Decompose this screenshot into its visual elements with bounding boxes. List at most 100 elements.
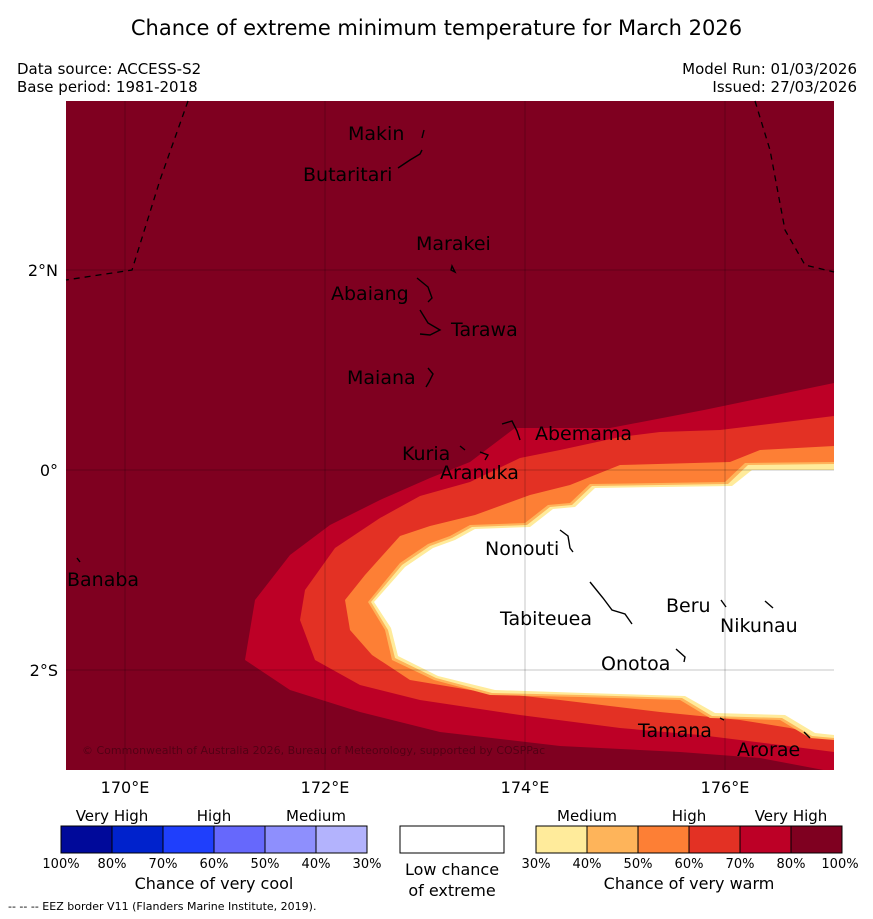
island-butaritari <box>397 149 423 169</box>
label-beru: Beru <box>666 595 711 617</box>
warm-swatch-3 <box>637 825 690 854</box>
low-swatch <box>399 825 505 854</box>
cool-tick-60: 60% <box>200 857 229 872</box>
warm-cat-medium: Medium <box>557 807 617 825</box>
label-marakei: Marakei <box>416 233 491 255</box>
label-butaritari: Butaritari <box>303 164 392 186</box>
cool-swatch-5 <box>264 825 317 854</box>
label-tamana: Tamana <box>637 720 712 742</box>
gridlines <box>66 101 834 770</box>
tick-0: 0° <box>40 461 58 480</box>
label-tarawa: Tarawa <box>450 319 518 341</box>
cool-cat-medium: Medium <box>286 807 346 825</box>
island-makin <box>421 129 425 139</box>
tick-174e: 174°E <box>501 778 550 797</box>
label-arorae: Arorae <box>737 739 800 761</box>
island-abemama <box>501 420 521 441</box>
warm-cat-very-high: Very High <box>755 807 828 825</box>
island-tamana <box>719 717 725 721</box>
warm-swatch-5 <box>739 825 792 854</box>
warm-swatch-6 <box>790 825 843 854</box>
label-nonouti: Nonouti <box>485 538 559 560</box>
lon-ticks: 170°E 172°E 174°E 176°E <box>101 778 750 797</box>
island-onotoa <box>675 648 686 663</box>
warm-swatch-1 <box>535 825 588 854</box>
cool-tick-40: 40% <box>302 857 331 872</box>
base-period: Base period: 1981-2018 <box>17 78 198 96</box>
label-banaba: Banaba <box>67 569 139 591</box>
legend-cool: Very High High Medium 100% 80% 70% 60% 5… <box>42 807 381 893</box>
label-abemama: Abemama <box>535 423 632 445</box>
cool-swatch-3 <box>162 825 215 854</box>
cool-tick-80: 80% <box>98 857 127 872</box>
island-tarawa <box>419 309 442 336</box>
cool-cat-high: High <box>197 807 231 825</box>
label-abaiang: Abaiang <box>331 283 409 305</box>
model-run: Model Run: 01/03/2026 <box>682 60 857 78</box>
warm-tick-30: 30% <box>522 857 551 872</box>
meta-left: Data source: ACCESS-S2 Base period: 1981… <box>17 60 201 96</box>
island-arorae <box>803 731 811 739</box>
cool-tick-70: 70% <box>149 857 178 872</box>
cool-cat-very-high: Very High <box>76 807 149 825</box>
warm-tick-100: 100% <box>821 857 858 872</box>
place-labels: Makin Butaritari Marakei Abaiang Tarawa … <box>67 123 800 761</box>
cool-tick-30: 30% <box>353 857 382 872</box>
warm-tick-70: 70% <box>726 857 755 872</box>
tick-172e: 172°E <box>301 778 350 797</box>
islands <box>76 129 811 739</box>
label-kuria: Kuria <box>402 443 450 465</box>
label-tabiteuea: Tabiteuea <box>499 608 592 630</box>
label-maiana: Maiana <box>347 367 416 389</box>
warm-swatch-2 <box>586 825 639 854</box>
island-nonouti <box>559 529 574 553</box>
warm-tick-40: 40% <box>573 857 602 872</box>
island-tabiteuea <box>589 581 633 625</box>
low-title-line1: Low chance <box>405 860 499 879</box>
island-maiana <box>425 367 434 388</box>
cool-tick-50: 50% <box>251 857 280 872</box>
footnote: -- -- -- EEZ border V11 (Flanders Marine… <box>8 900 317 913</box>
warm-tick-50: 50% <box>624 857 653 872</box>
low-title-line2: of extreme <box>408 881 495 900</box>
cool-swatch-6 <box>315 825 368 854</box>
island-beru <box>720 599 727 608</box>
cool-swatches <box>60 825 368 854</box>
cool-swatch-2 <box>111 825 164 854</box>
eez-borders <box>65 100 835 281</box>
island-nikunau <box>764 600 774 609</box>
tick-176e: 176°E <box>701 778 750 797</box>
island-abaiang <box>416 277 433 303</box>
cool-swatch-1 <box>60 825 113 854</box>
warm-tick-60: 60% <box>675 857 704 872</box>
warm-swatches <box>535 825 843 854</box>
cool-title: Chance of very cool <box>135 874 294 893</box>
lat-ticks: 2°N 0° 2°S <box>28 261 58 680</box>
label-aranuka: Aranuka <box>440 462 519 484</box>
island-banaba <box>76 557 81 563</box>
warm-title: Chance of very warm <box>604 874 775 893</box>
eez-border-east <box>754 100 835 273</box>
issued-date: Issued: 27/03/2026 <box>712 78 857 96</box>
label-onotoa: Onotoa <box>601 653 670 675</box>
tick-170e: 170°E <box>101 778 150 797</box>
island-aranuka <box>479 451 490 461</box>
tick-2s: 2°S <box>30 661 58 680</box>
island-kuria <box>459 445 466 451</box>
cool-swatch-4 <box>213 825 266 854</box>
meta-right: Model Run: 01/03/2026 Issued: 27/03/2026 <box>682 60 857 96</box>
warm-tick-80: 80% <box>777 857 806 872</box>
chart-title: Chance of extreme minimum temperature fo… <box>130 16 743 40</box>
tick-2n: 2°N <box>28 261 58 280</box>
copyright-watermark: © Commonwealth of Australia 2026, Bureau… <box>82 744 545 757</box>
region-low-chance <box>374 470 834 735</box>
legend-low: Low chance of extreme <box>399 825 505 900</box>
warm-cat-high: High <box>672 807 706 825</box>
label-nikunau: Nikunau <box>720 615 798 637</box>
data-source: Data source: ACCESS-S2 <box>17 60 202 78</box>
legend-warm: Medium High Very High 30% 40% 50% 60% 70… <box>522 807 859 893</box>
warm-swatch-4 <box>688 825 741 854</box>
island-marakei <box>450 263 457 274</box>
cool-tick-100: 100% <box>42 857 79 872</box>
